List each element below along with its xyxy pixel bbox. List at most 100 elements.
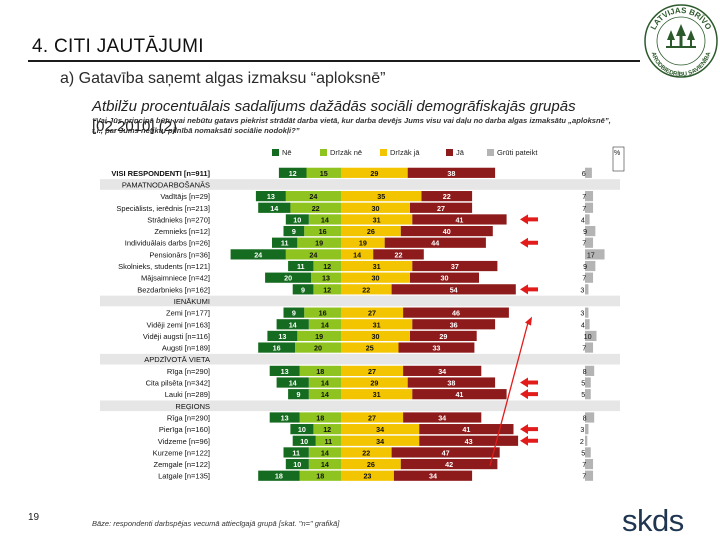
bar-drīzāk-jā <box>341 237 385 248</box>
bar-nē <box>267 330 298 342</box>
bar-value-jā: 37 <box>451 262 459 271</box>
bar-value-nē: 11 <box>297 262 305 271</box>
bar-value-drīzāk-nē: 14 <box>321 215 329 224</box>
bar-value-drīzāk-nē: 12 <box>323 285 331 294</box>
slide-title: 4. CITI JAUTĀJUMI <box>32 36 204 57</box>
row-label: Lauki [n=289] <box>165 390 210 399</box>
bar-drīzāk-jā <box>341 424 420 435</box>
bar-drīzāk-nē <box>308 389 341 400</box>
bar-jā <box>400 225 493 237</box>
bar-value-drīzāk-nē: 18 <box>316 472 324 481</box>
bar-value-drīzāk-jā: 19 <box>359 239 367 248</box>
bar-value-drīzāk-nē: 12 <box>323 262 331 271</box>
bar-value-jā: 34 <box>438 413 446 422</box>
bar-grūti-pateikt <box>585 319 590 330</box>
row-label: Mājsaimniece [n=42] <box>141 274 210 283</box>
bar-jā <box>410 272 479 283</box>
annotation-arrow-head <box>525 316 532 326</box>
bar-jā <box>407 377 496 388</box>
bar-value-drīzāk-nē: 14 <box>321 379 329 388</box>
bar-value-drīzāk-jā: 34 <box>376 425 384 434</box>
bar-value-drīzāk-jā: 14 <box>353 250 361 259</box>
bar-nē <box>283 447 309 458</box>
bar-value-drīzāk-nē: 12 <box>323 425 331 434</box>
bar-value-drīzāk-nē: 24 <box>309 250 317 259</box>
bar-grūti-pateikt <box>585 377 591 388</box>
bar-value-drīzāk-nē: 14 <box>321 390 329 399</box>
bar-value-grūti-pateikt: 9 <box>583 227 587 236</box>
bar-drīzāk-nē <box>285 249 341 260</box>
bar-drīzāk-jā <box>341 342 399 353</box>
section-header-ienākumi: IENĀKUMI <box>174 297 210 306</box>
bar-jā <box>391 447 500 458</box>
bar-value-drīzāk-nē: 18 <box>316 367 324 376</box>
bar-value-nē: 10 <box>293 215 301 224</box>
legend-label-drīzāk-nē: Drīzāk nē <box>330 148 362 157</box>
bar-nē <box>292 284 314 295</box>
bar-value-drīzāk-nē: 16 <box>319 227 327 236</box>
row-label: Strādnieks [n=270] <box>147 215 210 224</box>
bar-drīzāk-jā <box>341 377 408 388</box>
bar-nē <box>269 365 300 376</box>
bar-drīzāk-nē <box>308 447 341 458</box>
section-band-pamatnodarbošanās <box>100 179 620 190</box>
section-header-apdzīvotā-vieta: APDZĪVOTĀ VIETA <box>144 355 210 364</box>
bar-value-jā: 34 <box>438 367 446 376</box>
bar-drīzāk-nē <box>299 412 341 423</box>
bar-value-drīzāk-jā: 27 <box>368 309 376 318</box>
bar-grūti-pateikt <box>585 249 605 260</box>
bar-value-drīzāk-jā: 27 <box>368 413 376 422</box>
legend-swatch-jā <box>446 149 453 156</box>
bar-value-nē: 14 <box>289 379 297 388</box>
survey-question: “Vai Jūs principā būtu vai nebūtu gatavs… <box>92 116 611 135</box>
bar-value-drīzāk-jā: 25 <box>366 344 374 353</box>
bar-value-drīzāk-jā: 31 <box>373 215 381 224</box>
bar-value-grūti-pateikt: 3 <box>580 425 584 434</box>
bar-value-drīzāk-nē: 11 <box>325 437 333 446</box>
bar-jā <box>407 167 496 178</box>
bar-value-grūti-pateikt: 5 <box>581 379 585 388</box>
legend-label-jā: Jā <box>456 148 465 157</box>
bar-drīzāk-jā <box>341 330 410 342</box>
bar-value-jā: 38 <box>447 379 455 388</box>
bar-value-drīzāk-nē: 16 <box>319 309 327 318</box>
bar-value-grūti-pateikt: 5 <box>581 390 585 399</box>
bar-value-jā: 46 <box>452 309 460 318</box>
bar-value-jā: 47 <box>442 448 450 457</box>
bar-nē <box>265 272 312 283</box>
bar-value-drīzāk-nē: 24 <box>309 192 317 201</box>
bar-value-drīzāk-jā: 30 <box>372 332 380 341</box>
row-label: Zemgale [n=122] <box>154 460 211 469</box>
bar-value-jā: 36 <box>450 320 458 329</box>
bar-grūti-pateikt <box>585 214 590 225</box>
bar-value-drīzāk-nē: 13 <box>322 274 330 283</box>
row-label: Vadītājs [n=29] <box>160 192 210 201</box>
bar-drīzāk-jā <box>341 319 413 330</box>
bar-jā <box>403 307 509 318</box>
bar-value-drīzāk-jā: 35 <box>377 192 385 201</box>
bar-value-drīzāk-jā: 23 <box>363 472 371 481</box>
bar-value-grūti-pateikt: 4 <box>581 320 585 329</box>
bar-drīzāk-nē <box>297 237 341 248</box>
bar-jā <box>419 435 519 446</box>
percent-label: % <box>614 150 620 157</box>
bar-value-nē: 10 <box>300 437 308 446</box>
bar-drīzāk-jā <box>341 389 413 400</box>
row-label: Vidzeme [n=96] <box>158 437 210 446</box>
bar-nē <box>288 389 309 400</box>
bar-value-drīzāk-nē: 15 <box>320 169 328 178</box>
bar-value-jā: 30 <box>441 274 449 283</box>
bar-drīzāk-nē <box>308 319 341 330</box>
bar-grūti-pateikt <box>585 435 588 446</box>
bar-drīzāk-jā <box>341 470 394 481</box>
bar-value-drīzāk-nē: 22 <box>312 204 320 213</box>
bar-drīzāk-nē <box>285 191 341 202</box>
highlight-arrow <box>520 435 538 446</box>
bar-value-drīzāk-jā: 22 <box>362 448 370 457</box>
trade-union-seal: LATVIJAS BRĪVO ARODBIEDRĪBU SAVIENĪBA <box>644 4 718 78</box>
bar-drīzāk-jā <box>341 272 410 283</box>
bar-grūti-pateikt <box>585 389 591 400</box>
bar-nē <box>278 167 307 178</box>
bar-drīzāk-jā <box>341 458 401 470</box>
bar-grūti-pateikt <box>585 470 594 481</box>
